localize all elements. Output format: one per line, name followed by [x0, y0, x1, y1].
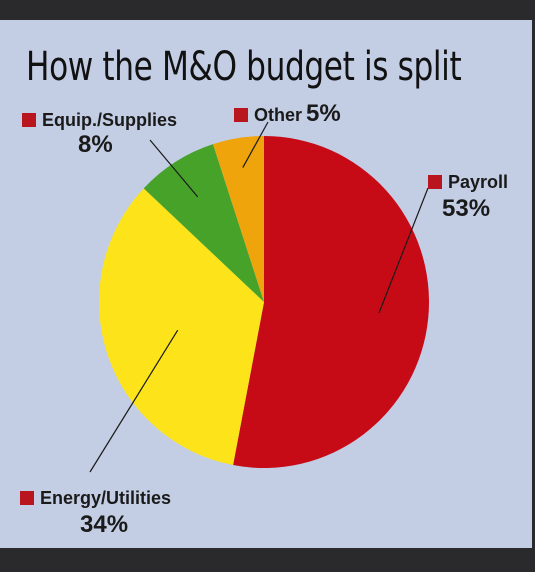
legend-marker-other: [234, 108, 248, 122]
pie-slice-other: [213, 136, 264, 302]
label-other-value: 5%: [306, 100, 341, 127]
label-payroll-name: Payroll: [448, 172, 509, 192]
leader-line-payroll: [378, 187, 429, 314]
legend-marker-equip-supplies: [22, 113, 36, 127]
legend-marker-energy-utilities: [20, 491, 34, 505]
label-equip-supplies-value: 8%: [78, 131, 113, 158]
label-equip-supplies: Equip./Supplies 8%: [22, 110, 177, 159]
label-equip-supplies-name: Equip./Supplies: [42, 110, 178, 130]
label-energy-utilities-value: 34%: [80, 511, 129, 538]
leader-line-energy-utilities: [89, 329, 179, 473]
label-other-name: Other: [254, 105, 303, 125]
top-border-bar: [0, 0, 535, 20]
right-border-bar: [532, 0, 535, 572]
pie-slice-payroll: [233, 136, 429, 469]
label-energy-utilities: Energy/Utilities 34%: [20, 488, 171, 539]
leader-line-equip-supplies: [149, 139, 199, 198]
pie-slice-equip-supplies: [143, 144, 264, 302]
leader-line-other: [242, 121, 269, 168]
label-payroll: Payroll 53%: [428, 172, 508, 223]
legend-marker-payroll: [428, 175, 442, 189]
label-energy-utilities-name: Energy/Utilities: [40, 488, 172, 508]
pie-slice-energy-utilities: [99, 188, 264, 466]
label-other: Other 5%: [234, 100, 341, 128]
chart-title: How the M&O budget is split: [26, 44, 462, 90]
label-payroll-value: 53%: [442, 195, 491, 222]
bottom-border-bar: [0, 548, 535, 572]
